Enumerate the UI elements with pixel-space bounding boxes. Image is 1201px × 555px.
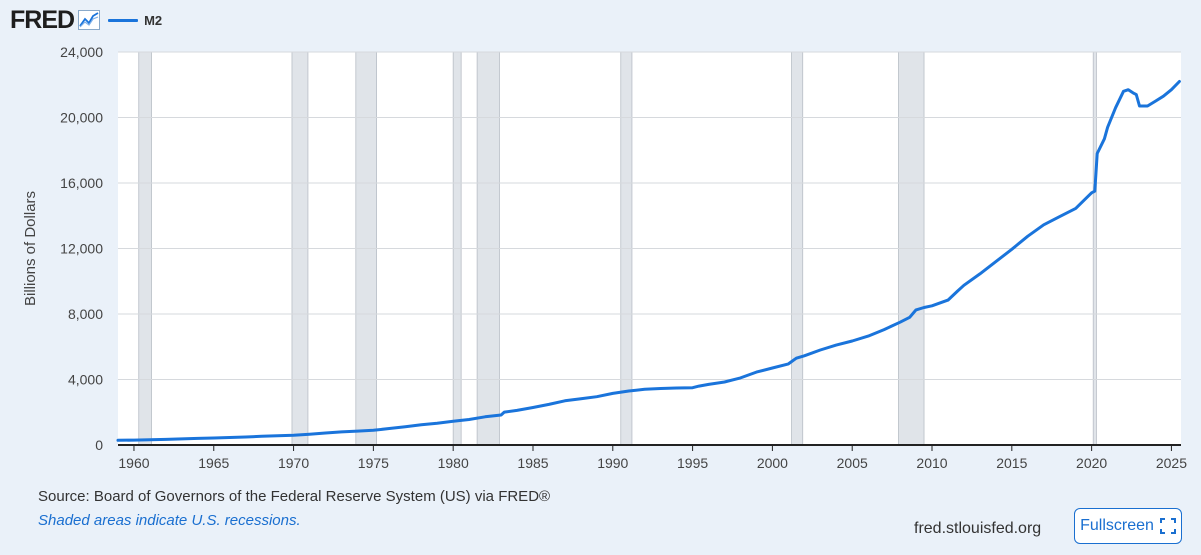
x-tick-label: 2000 bbox=[757, 455, 788, 471]
x-tick-label: 2015 bbox=[996, 455, 1027, 471]
x-tick-label: 1980 bbox=[438, 455, 469, 471]
x-tick-label: 1975 bbox=[358, 455, 389, 471]
y-tick-label: 0 bbox=[95, 437, 103, 453]
x-tick-label: 1990 bbox=[597, 455, 628, 471]
site-url[interactable]: fred.stlouisfed.org bbox=[914, 520, 1042, 537]
x-tick-label: 1985 bbox=[517, 455, 548, 471]
x-axis-ticks: 1960 1965 1970 1975 1980 1985 1990 1995 2000 2005… bbox=[118, 445, 1187, 471]
legend-label: M2 bbox=[144, 12, 163, 28]
series-line-m2 bbox=[116, 80, 1181, 442]
x-tick-label: 1970 bbox=[278, 455, 309, 471]
x-tick-label: 2005 bbox=[837, 455, 868, 471]
y-tick-label: 12,000 bbox=[60, 241, 103, 257]
gridlines bbox=[118, 51, 1181, 380]
y-tick-label: 8,000 bbox=[68, 306, 103, 322]
fullscreen-button[interactable]: Fullscreen bbox=[1074, 508, 1182, 544]
x-tick-label: 1960 bbox=[118, 455, 149, 471]
y-tick-label: 24,000 bbox=[60, 44, 103, 60]
x-tick-label: 1995 bbox=[677, 455, 708, 471]
series-layer bbox=[116, 80, 1181, 442]
y-tick-label: 4,000 bbox=[68, 372, 103, 388]
y-axis-label: Billions of Dollars bbox=[22, 191, 39, 306]
y-tick-label: 20,000 bbox=[60, 110, 103, 126]
fullscreen-label: Fullscreen bbox=[1080, 517, 1154, 534]
legend-swatch bbox=[108, 18, 139, 22]
source-note: Source: Board of Governors of the Federa… bbox=[38, 488, 551, 505]
trend-line-icon bbox=[78, 10, 101, 30]
x-tick-label: 2025 bbox=[1156, 455, 1187, 471]
fullscreen-icon bbox=[1159, 518, 1176, 534]
chart-area: 0 4,000 8,000 12,000 16,000 20,000 24,000 1960… bbox=[22, 44, 1187, 471]
recession-note: Shaded areas indicate U.S. recessions. bbox=[38, 512, 301, 529]
x-tick-label: 2010 bbox=[916, 455, 947, 471]
chart-legend: M2 bbox=[108, 13, 162, 28]
y-tick-label: 16,000 bbox=[60, 175, 103, 191]
x-tick-label: 2020 bbox=[1076, 455, 1107, 471]
chart-header: FRED M2 bbox=[10, 4, 162, 36]
y-axis-ticks: 0 4,000 8,000 12,000 16,000 20,000 24,000 bbox=[60, 44, 103, 453]
fred-logo: FRED bbox=[10, 5, 75, 34]
x-tick-label: 1965 bbox=[198, 455, 229, 471]
